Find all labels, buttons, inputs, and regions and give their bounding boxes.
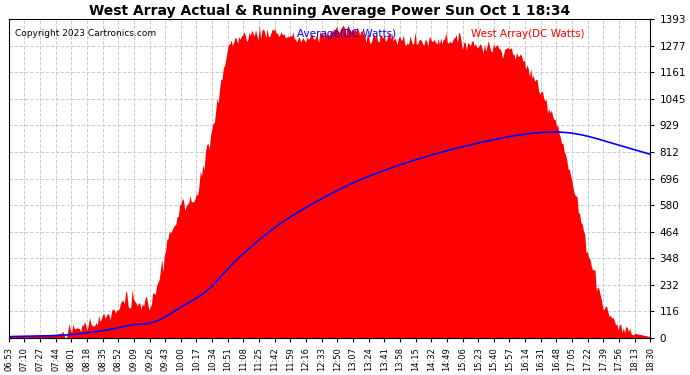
Text: West Array(DC Watts): West Array(DC Watts) bbox=[471, 29, 584, 39]
Text: Copyright 2023 Cartronics.com: Copyright 2023 Cartronics.com bbox=[15, 29, 156, 38]
Title: West Array Actual & Running Average Power Sun Oct 1 18:34: West Array Actual & Running Average Powe… bbox=[89, 4, 570, 18]
Text: Average(DC Watts): Average(DC Watts) bbox=[297, 29, 397, 39]
